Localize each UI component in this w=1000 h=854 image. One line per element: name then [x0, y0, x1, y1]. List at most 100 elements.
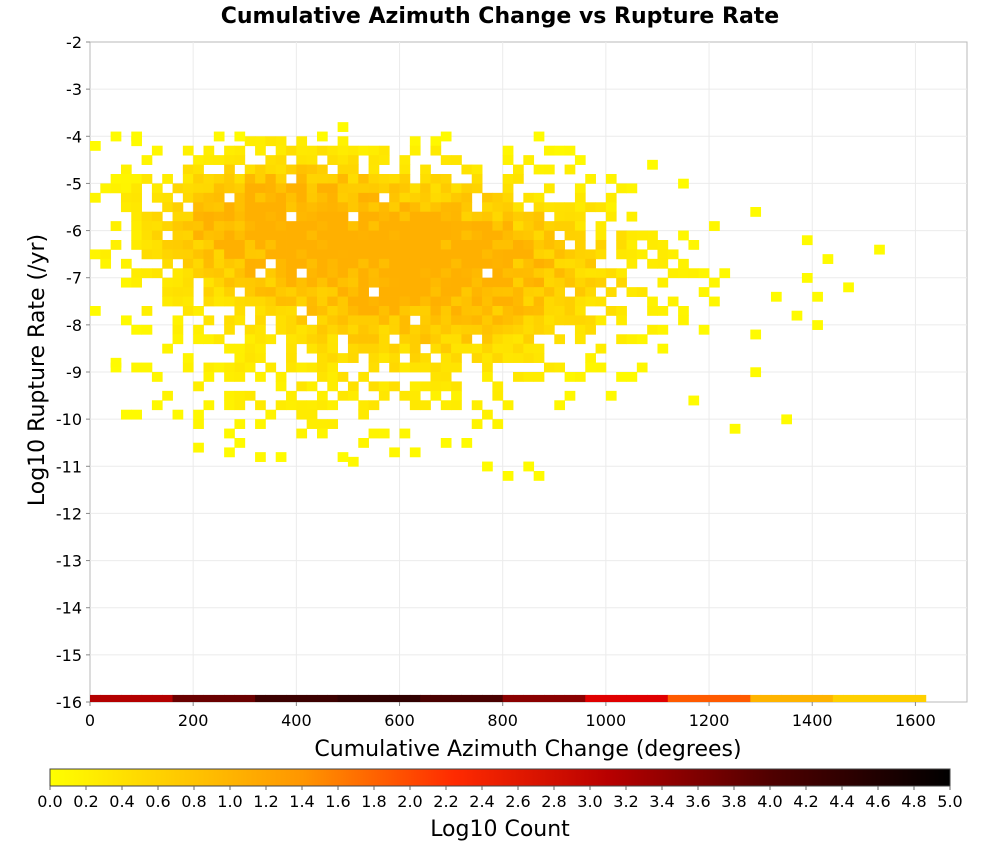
- heatmap-cell: [296, 287, 308, 297]
- heatmap-cell: [203, 315, 215, 326]
- heatmap-cell: [306, 343, 318, 354]
- heatmap-cell-isolated: [750, 207, 762, 217]
- heatmap-cell: [213, 268, 225, 279]
- heatmap-cell: [296, 362, 308, 373]
- heatmap-cell: [182, 277, 194, 288]
- heatmap-cell: [533, 306, 545, 316]
- heatmap-cell: [430, 381, 442, 392]
- heatmap-cell: [399, 287, 411, 297]
- heatmap-cell: [224, 221, 235, 231]
- heatmap-cell: [286, 221, 297, 231]
- heatmap-cell: [347, 324, 359, 335]
- heatmap-cell: [585, 296, 596, 307]
- heatmap-cell: [399, 221, 411, 231]
- heatmap-cell: [100, 258, 112, 269]
- heatmap-cell: [224, 258, 235, 269]
- heatmap-cell: [368, 306, 380, 316]
- heatmap-cell: [502, 202, 514, 213]
- heatmap-cell: [255, 353, 266, 363]
- heatmap-cell: [337, 174, 349, 184]
- heatmap-cell: [492, 334, 504, 345]
- heatmap-cell: [451, 306, 462, 316]
- heatmap-cell: [234, 362, 246, 373]
- heatmap-cell: [430, 268, 442, 279]
- colorbar-ticks: 0.0 0.2 0.4 0.6 0.8 1.0 1.2 1.4 1.6 1.8 2.0 2.2 2.4 2…: [37, 786, 963, 811]
- heatmap-cell: [265, 164, 277, 175]
- heatmap-cell: [513, 240, 524, 250]
- bottom-strip-cell: [874, 694, 885, 702]
- heatmap-cell: [90, 306, 101, 316]
- heatmap-cell: [234, 192, 246, 203]
- heatmap-cell: [595, 240, 607, 250]
- heatmap-cell: [378, 183, 390, 194]
- heatmap-cell: [513, 164, 524, 175]
- heatmap-cell: [451, 230, 462, 241]
- heatmap-cell: [151, 230, 163, 241]
- heatmap-cell: [337, 372, 349, 382]
- heatmap-cell: [296, 240, 308, 250]
- heatmap-cell: [574, 315, 586, 326]
- heatmap-cell: [482, 211, 493, 222]
- heatmap-cell: [296, 400, 308, 411]
- heatmap-cell: [667, 249, 679, 260]
- heatmap-cell: [316, 221, 328, 231]
- heatmap-cell: [296, 249, 308, 260]
- bottom-strip-cell: [626, 694, 638, 702]
- heatmap-cell: [368, 296, 380, 307]
- heatmap-cell: [420, 353, 431, 363]
- heatmap-cell: [409, 381, 421, 392]
- heatmap-cell: [440, 438, 452, 448]
- heatmap-cell: [430, 287, 442, 297]
- heatmap-cell: [275, 174, 287, 184]
- bottom-strip-cell: [378, 694, 390, 702]
- heatmap-cell: [234, 230, 246, 241]
- heatmap-cell: [636, 362, 648, 373]
- heatmap-cell: [378, 145, 390, 156]
- heatmap-cell: [337, 211, 349, 222]
- heatmap-cell: [420, 362, 431, 373]
- colorbar-tick-label: 4.6: [865, 792, 890, 811]
- y-tick-label: -9: [66, 363, 82, 382]
- heatmap-cell: [709, 277, 720, 288]
- heatmap-cell: [131, 174, 142, 184]
- heatmap-cell: [595, 230, 607, 241]
- heatmap-cell: [471, 249, 483, 260]
- heatmap-cell: [358, 277, 369, 288]
- heatmap-cell: [440, 230, 452, 241]
- bottom-strip-cell: [131, 694, 143, 702]
- heatmap-cell: [255, 343, 266, 354]
- heatmap-cell: [430, 192, 442, 203]
- heatmap-cell-isolated: [193, 442, 204, 453]
- heatmap-cell: [368, 155, 380, 165]
- heatmap-cell: [347, 296, 359, 307]
- heatmap-cell: [399, 277, 411, 288]
- heatmap-cell: [430, 183, 442, 194]
- heatmap-cell: [502, 230, 514, 241]
- bottom-strip-cell: [492, 694, 504, 702]
- heatmap-cell: [224, 202, 235, 213]
- heatmap-cell: [471, 353, 483, 363]
- heatmap-cell: [275, 400, 287, 411]
- heatmap-cell: [461, 240, 473, 250]
- heatmap-cell: [440, 221, 452, 231]
- heatmap-cell: [399, 315, 411, 326]
- heatmap-cell: [255, 296, 266, 307]
- heatmap-cell: [368, 249, 380, 260]
- heatmap-cell: [296, 277, 308, 288]
- heatmap-cell: [286, 315, 297, 326]
- bottom-strip-cell: [193, 694, 204, 702]
- heatmap-cell: [172, 277, 184, 288]
- heatmap-cell: [286, 353, 297, 363]
- bottom-strip-cell: [399, 694, 411, 702]
- heatmap-cell: [327, 362, 339, 373]
- heatmap-cell: [193, 192, 204, 203]
- heatmap-cell: [316, 296, 328, 307]
- heatmap-cell-isolated: [750, 367, 762, 378]
- heatmap-cell: [523, 315, 535, 326]
- heatmap-cell: [327, 258, 339, 269]
- heatmap-cell: [296, 174, 308, 184]
- heatmap-cell: [420, 324, 431, 335]
- heatmap-cell: [141, 240, 153, 250]
- heatmap-cell: [347, 315, 359, 326]
- heatmap-cell: [492, 221, 504, 231]
